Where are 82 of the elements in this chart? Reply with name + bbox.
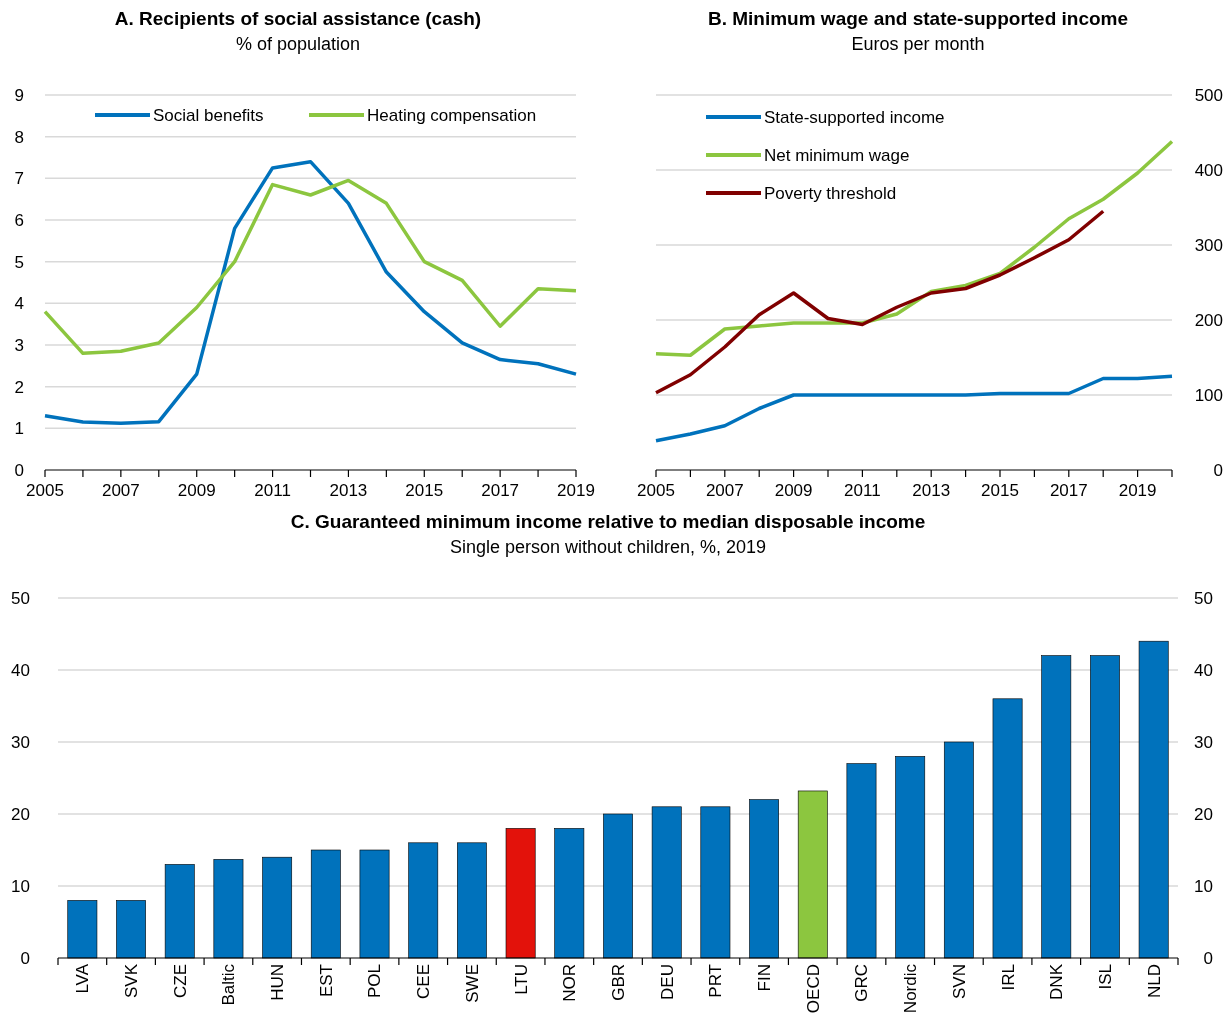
y-tick-label: 20	[11, 804, 30, 824]
x-tick-label: CEE	[414, 964, 434, 999]
legend-label: State-supported income	[764, 107, 945, 127]
y2-tick-label: 40	[1194, 660, 1213, 680]
x-tick-label: SWE	[462, 964, 482, 1003]
x-tick-label: 2017	[1049, 481, 1088, 500]
x-tick-label: IRL	[998, 964, 1018, 991]
x-tick-label: SVN	[949, 964, 969, 999]
x-tick-label: HUN	[268, 964, 288, 1001]
y-tick-label: 8	[14, 127, 24, 147]
y2-tick-label: 400	[1194, 160, 1223, 180]
x-tick-label: LVA	[73, 963, 93, 994]
y2-tick-label: 30	[1194, 732, 1213, 752]
x-tick-label: EST	[316, 964, 336, 998]
y2-tick-label: 500	[1194, 85, 1223, 105]
x-tick-label: DEU	[657, 964, 677, 1000]
x-tick-label: 2013	[912, 481, 951, 500]
line-series	[654, 209, 1105, 395]
chart-subtitle: Single person without children, %, 2019	[449, 537, 767, 557]
x-tick-label: 2011	[844, 481, 881, 500]
chart-title: B. Minimum wage and state-supported income	[707, 8, 1129, 29]
x-tick-label: NLD	[1144, 964, 1164, 999]
y-tick-label: 0	[14, 460, 24, 480]
x-tick-label: 2019	[1118, 481, 1157, 500]
x-tick-label: FIN	[755, 964, 775, 992]
x-tick-label: 2011	[254, 481, 291, 500]
chart-subtitle: % of population	[235, 34, 361, 54]
x-tick-label: 2005	[637, 481, 675, 500]
x-tick-label: Baltic	[219, 963, 239, 1006]
y-tick-label: 7	[14, 169, 24, 189]
x-tick-label: SVK	[121, 963, 141, 999]
x-tick-label: LTU	[511, 964, 531, 995]
y-tick-label: 5	[14, 252, 24, 272]
legend-label: Social benefits	[153, 105, 264, 125]
y2-tick-label: 10	[1194, 876, 1213, 896]
y-tick-label: 3	[14, 335, 24, 355]
x-tick-label: 2015	[405, 481, 444, 500]
y-tick-label: 10	[11, 876, 30, 896]
x-tick-label: DNK	[1047, 963, 1067, 1000]
y-tick-label: 9	[14, 85, 24, 105]
x-tick-label: 2017	[481, 481, 520, 500]
y-tick-label: 30	[11, 732, 30, 752]
y2-tick-label: 200	[1194, 310, 1223, 330]
y2-tick-label: 50	[1194, 588, 1213, 608]
y-tick-label: 1	[14, 419, 24, 439]
y2-tick-label: 300	[1194, 235, 1223, 255]
x-tick-label: 2007	[101, 481, 140, 500]
x-tick-label: 2007	[705, 481, 744, 500]
y-tick-label: 0	[20, 948, 30, 968]
chart-title: C. Guaranteed minimum income relative to median disposable income	[290, 511, 926, 532]
x-tick-label: POL	[365, 964, 385, 999]
y-tick-label: 50	[11, 588, 30, 608]
x-tick-label: Nordic	[901, 963, 921, 1014]
y2-tick-label: 0	[1213, 460, 1223, 480]
x-tick-label: CZE	[170, 964, 190, 998]
y2-tick-label: 20	[1194, 804, 1213, 824]
y-tick-label: 4	[14, 294, 24, 314]
x-tick-label: PRT	[706, 964, 726, 998]
legend-label: Heating compensation	[367, 105, 537, 125]
chart-title: A. Recipients of social assistance (cash)	[114, 8, 482, 29]
chart-subtitle: Euros per month	[851, 34, 985, 54]
y2-tick-label: 100	[1194, 385, 1223, 405]
line-series	[654, 374, 1174, 443]
x-tick-label: 2015	[981, 481, 1019, 500]
x-tick-label: OECD	[803, 964, 823, 1014]
y-tick-label: 2	[14, 377, 24, 397]
y2-tick-label: 0	[1203, 948, 1213, 968]
x-tick-label: 2005	[26, 481, 64, 500]
legend-label: Poverty threshold	[764, 183, 897, 203]
x-tick-label: 2013	[329, 481, 368, 500]
line-series	[43, 159, 578, 426]
x-tick-label: 2019	[557, 481, 595, 500]
y-tick-label: 6	[14, 210, 24, 230]
legend-label: Net minimum wage	[764, 145, 910, 165]
x-tick-label: 2009	[177, 481, 216, 500]
x-tick-label: GBR	[608, 964, 628, 1001]
y-tick-label: 40	[11, 660, 30, 680]
x-tick-label: NOR	[560, 964, 580, 1002]
x-tick-label: GRC	[852, 964, 872, 1002]
x-tick-label: ISL	[1095, 964, 1115, 990]
line-series	[43, 178, 578, 356]
x-tick-label: 2009	[774, 481, 813, 500]
